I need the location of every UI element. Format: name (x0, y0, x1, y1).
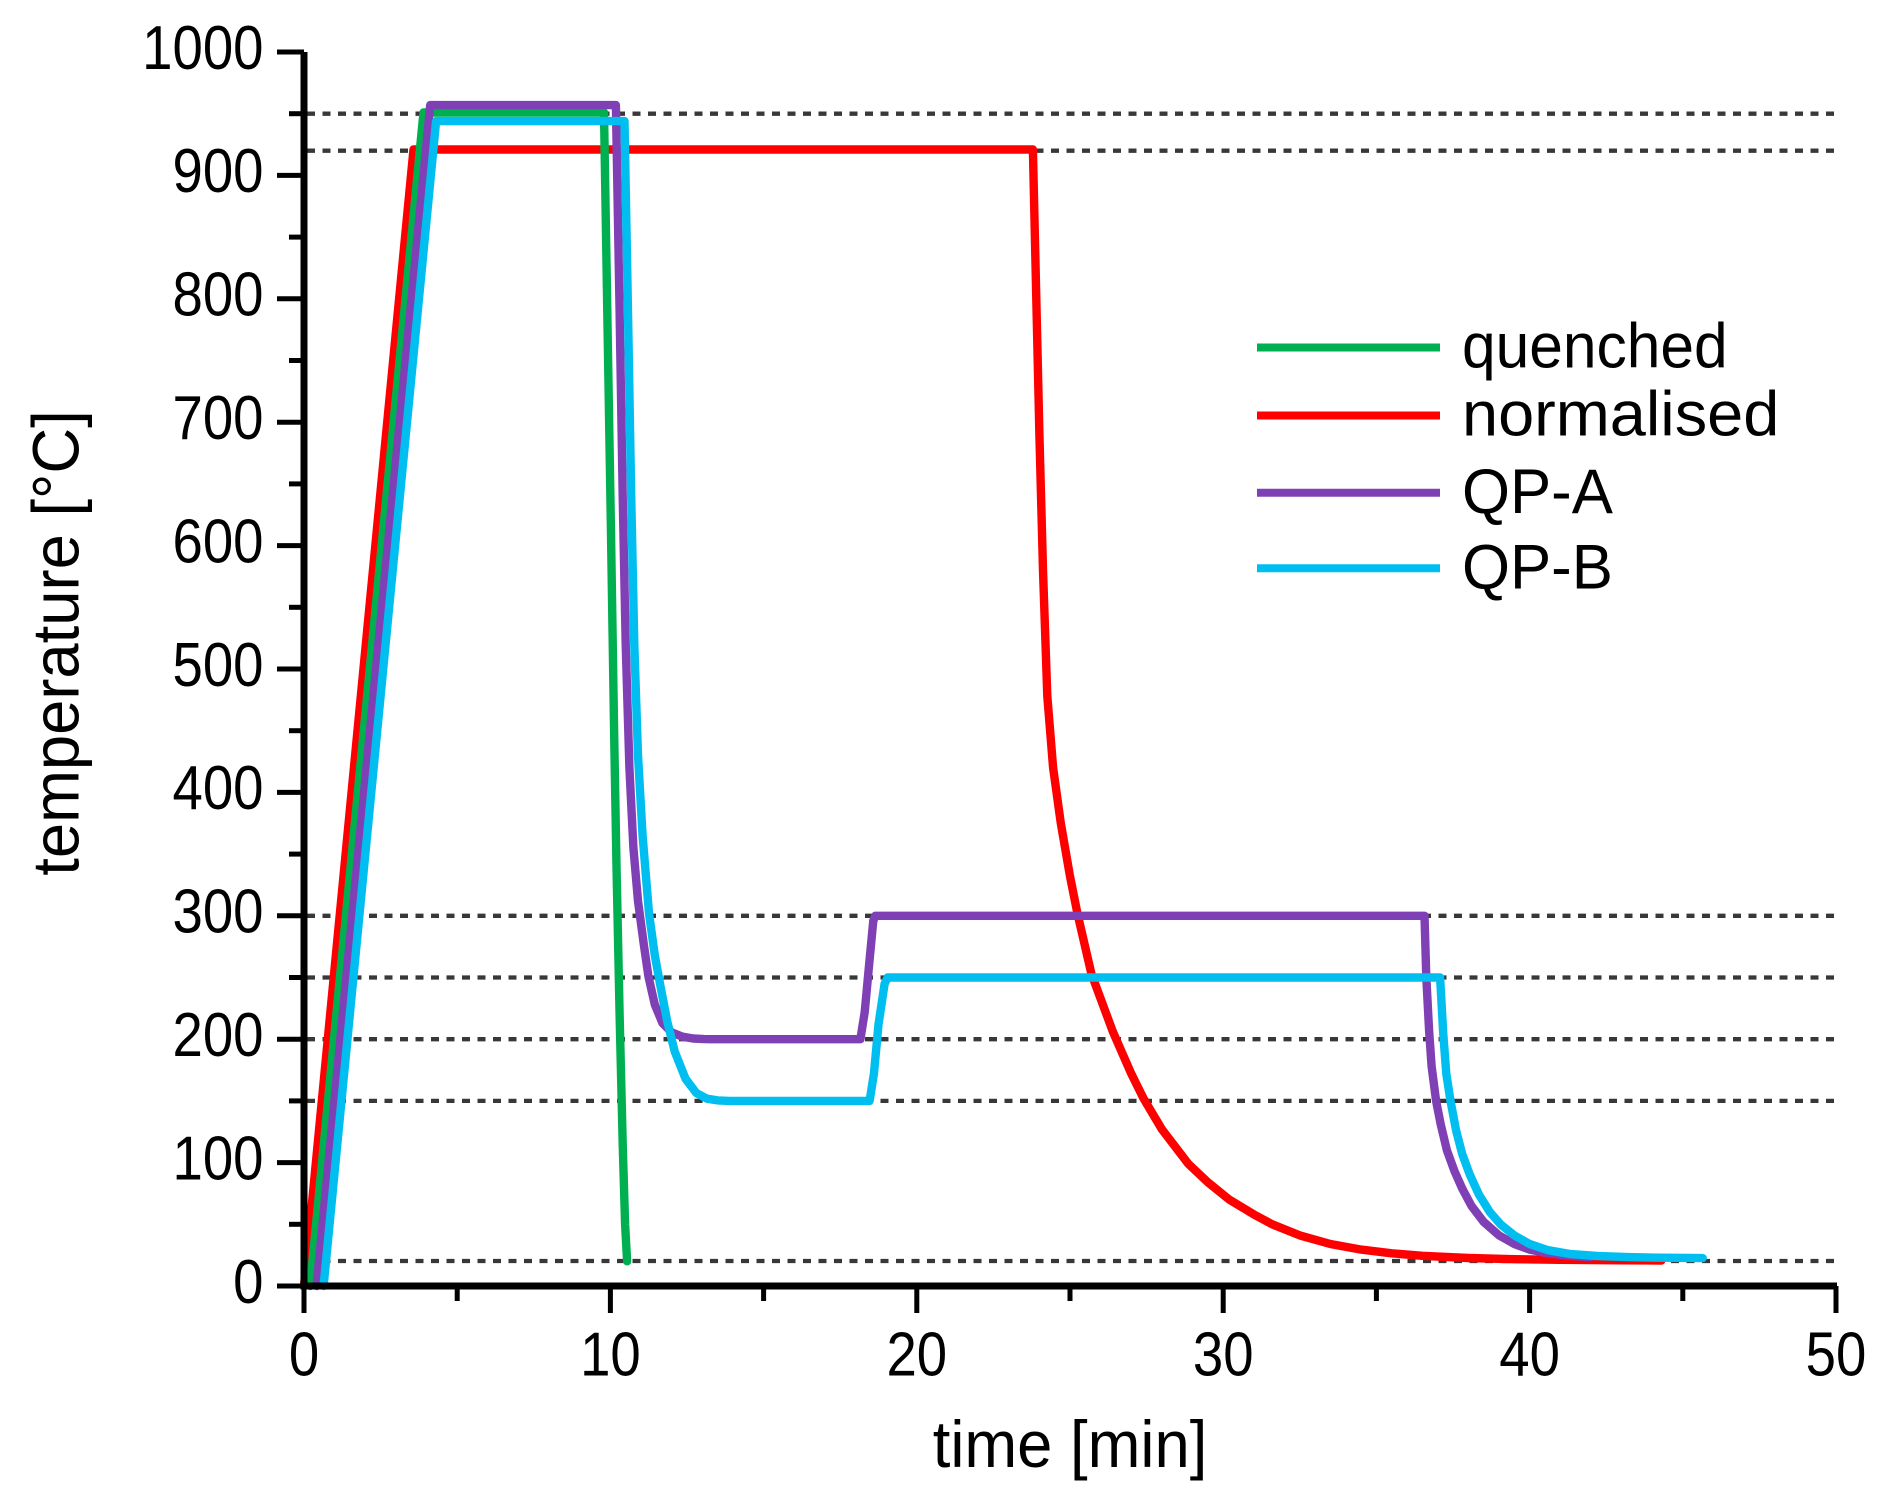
svg-text:QP-A: QP-A (1462, 457, 1613, 527)
svg-text:normalised: normalised (1462, 378, 1779, 449)
svg-text:400: 400 (172, 754, 263, 823)
svg-text:700: 700 (172, 384, 263, 453)
svg-text:30: 30 (1193, 1320, 1254, 1389)
svg-text:temperature [°C]: temperature [°C] (18, 410, 92, 875)
svg-text:QP-B: QP-B (1462, 533, 1613, 603)
svg-text:0: 0 (233, 1248, 263, 1317)
svg-text:200: 200 (172, 1001, 263, 1070)
svg-text:time [min]: time [min] (933, 1407, 1208, 1481)
svg-text:500: 500 (172, 631, 263, 700)
svg-text:100: 100 (172, 1124, 263, 1193)
svg-text:900: 900 (172, 137, 263, 206)
svg-text:0: 0 (289, 1320, 319, 1389)
svg-text:1000: 1000 (142, 14, 263, 83)
svg-text:quenched: quenched (1462, 311, 1728, 381)
svg-text:800: 800 (172, 260, 263, 329)
svg-text:40: 40 (1499, 1320, 1560, 1389)
svg-text:50: 50 (1806, 1320, 1867, 1389)
svg-text:600: 600 (172, 507, 263, 576)
svg-text:10: 10 (580, 1320, 641, 1389)
svg-text:300: 300 (172, 877, 263, 946)
svg-text:20: 20 (886, 1320, 947, 1389)
